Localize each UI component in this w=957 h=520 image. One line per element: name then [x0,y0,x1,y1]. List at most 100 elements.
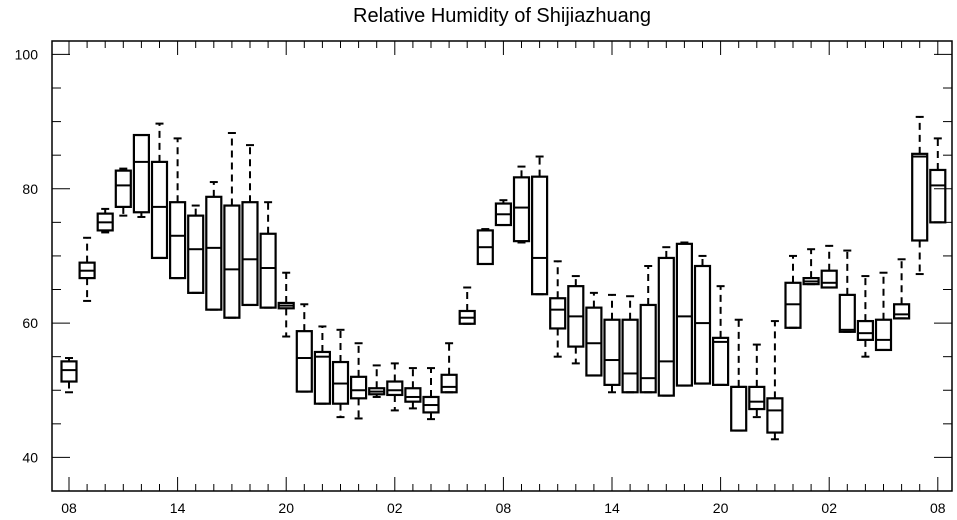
box [422,367,440,421]
box [567,275,585,365]
y-tick-label: 80 [22,181,38,197]
box-rect [295,330,313,393]
box-rect [874,318,893,352]
x-tick-label: 14 [170,500,186,516]
box [386,362,404,412]
box-rect [838,293,856,333]
box-rect [530,175,549,296]
box [205,181,223,311]
box-rect [621,318,639,394]
box [169,137,187,280]
box-rect [911,152,929,242]
box-rect [784,281,802,329]
box [693,254,712,385]
box [748,343,766,419]
box [730,318,748,432]
box [331,328,350,419]
box [150,122,169,260]
x-axis: 08 14 20 02 08 14 20 02 08 [61,41,946,516]
box [820,244,838,289]
box-rect [693,264,712,385]
box-rect [241,201,259,307]
box-series [60,115,947,441]
x-tick-label: 02 [821,500,837,516]
box [874,271,893,352]
box [838,249,856,333]
chart-title: Relative Humidity of Shijiazhuang [353,5,651,27]
box [313,325,331,405]
box-rect [820,269,838,289]
box-rect [187,214,205,294]
y-tick-label: 60 [22,315,38,331]
x-tick-label: 14 [604,500,620,516]
box-rect [223,204,241,319]
box [802,248,820,286]
box-rect [350,375,368,400]
box-rect [766,397,784,434]
box-rect [386,380,404,397]
box [78,236,96,302]
box-rect [404,387,422,403]
box [603,293,621,394]
x-tick-label: 02 [387,500,403,516]
box [512,165,531,244]
box [60,357,78,394]
box [675,241,694,387]
box-rect [549,297,567,330]
box-rect [132,133,150,214]
box-rect [603,318,621,386]
box [440,342,458,394]
box-rect [711,336,730,386]
box [657,246,675,397]
box-rect [313,350,331,405]
box-rect [440,373,458,394]
box-rect [892,303,911,320]
box [114,167,132,217]
x-tick-label: 08 [496,500,512,516]
x-tick-label: 08 [61,500,77,516]
x-tick-label: 20 [713,500,729,516]
box-rect [929,168,947,224]
box [929,137,947,224]
box-rect [169,201,187,280]
box [132,133,150,218]
box-rect [585,306,603,377]
x-tick-label: 20 [278,500,294,516]
x-tick-label: 08 [930,500,946,516]
box-rect [259,232,277,309]
box [476,228,494,266]
box [494,199,512,227]
box [911,115,929,276]
box [404,367,422,410]
box [766,320,784,441]
box [295,303,313,393]
plot-area [51,40,953,492]
box-rect [512,176,531,243]
box [223,132,241,319]
box [784,254,802,329]
y-tick-label: 100 [15,46,39,62]
box [187,204,205,294]
box [277,271,295,338]
box-rect [60,360,78,383]
box [585,291,603,377]
box-rect [114,169,132,208]
box-rect [856,319,875,341]
box [241,144,259,307]
box [530,155,549,296]
box [711,285,730,386]
box-rect [675,242,694,387]
box [549,260,567,358]
box [259,201,277,309]
box [639,265,657,394]
y-axis: 40 60 80 100 [15,46,952,492]
box-rect [205,195,223,311]
plot-frame [51,40,953,492]
y-tick-label: 40 [22,449,38,465]
box [458,286,476,325]
box-rect [639,303,657,394]
box-rect [748,385,766,411]
box [96,207,114,234]
box-rect [657,256,675,397]
